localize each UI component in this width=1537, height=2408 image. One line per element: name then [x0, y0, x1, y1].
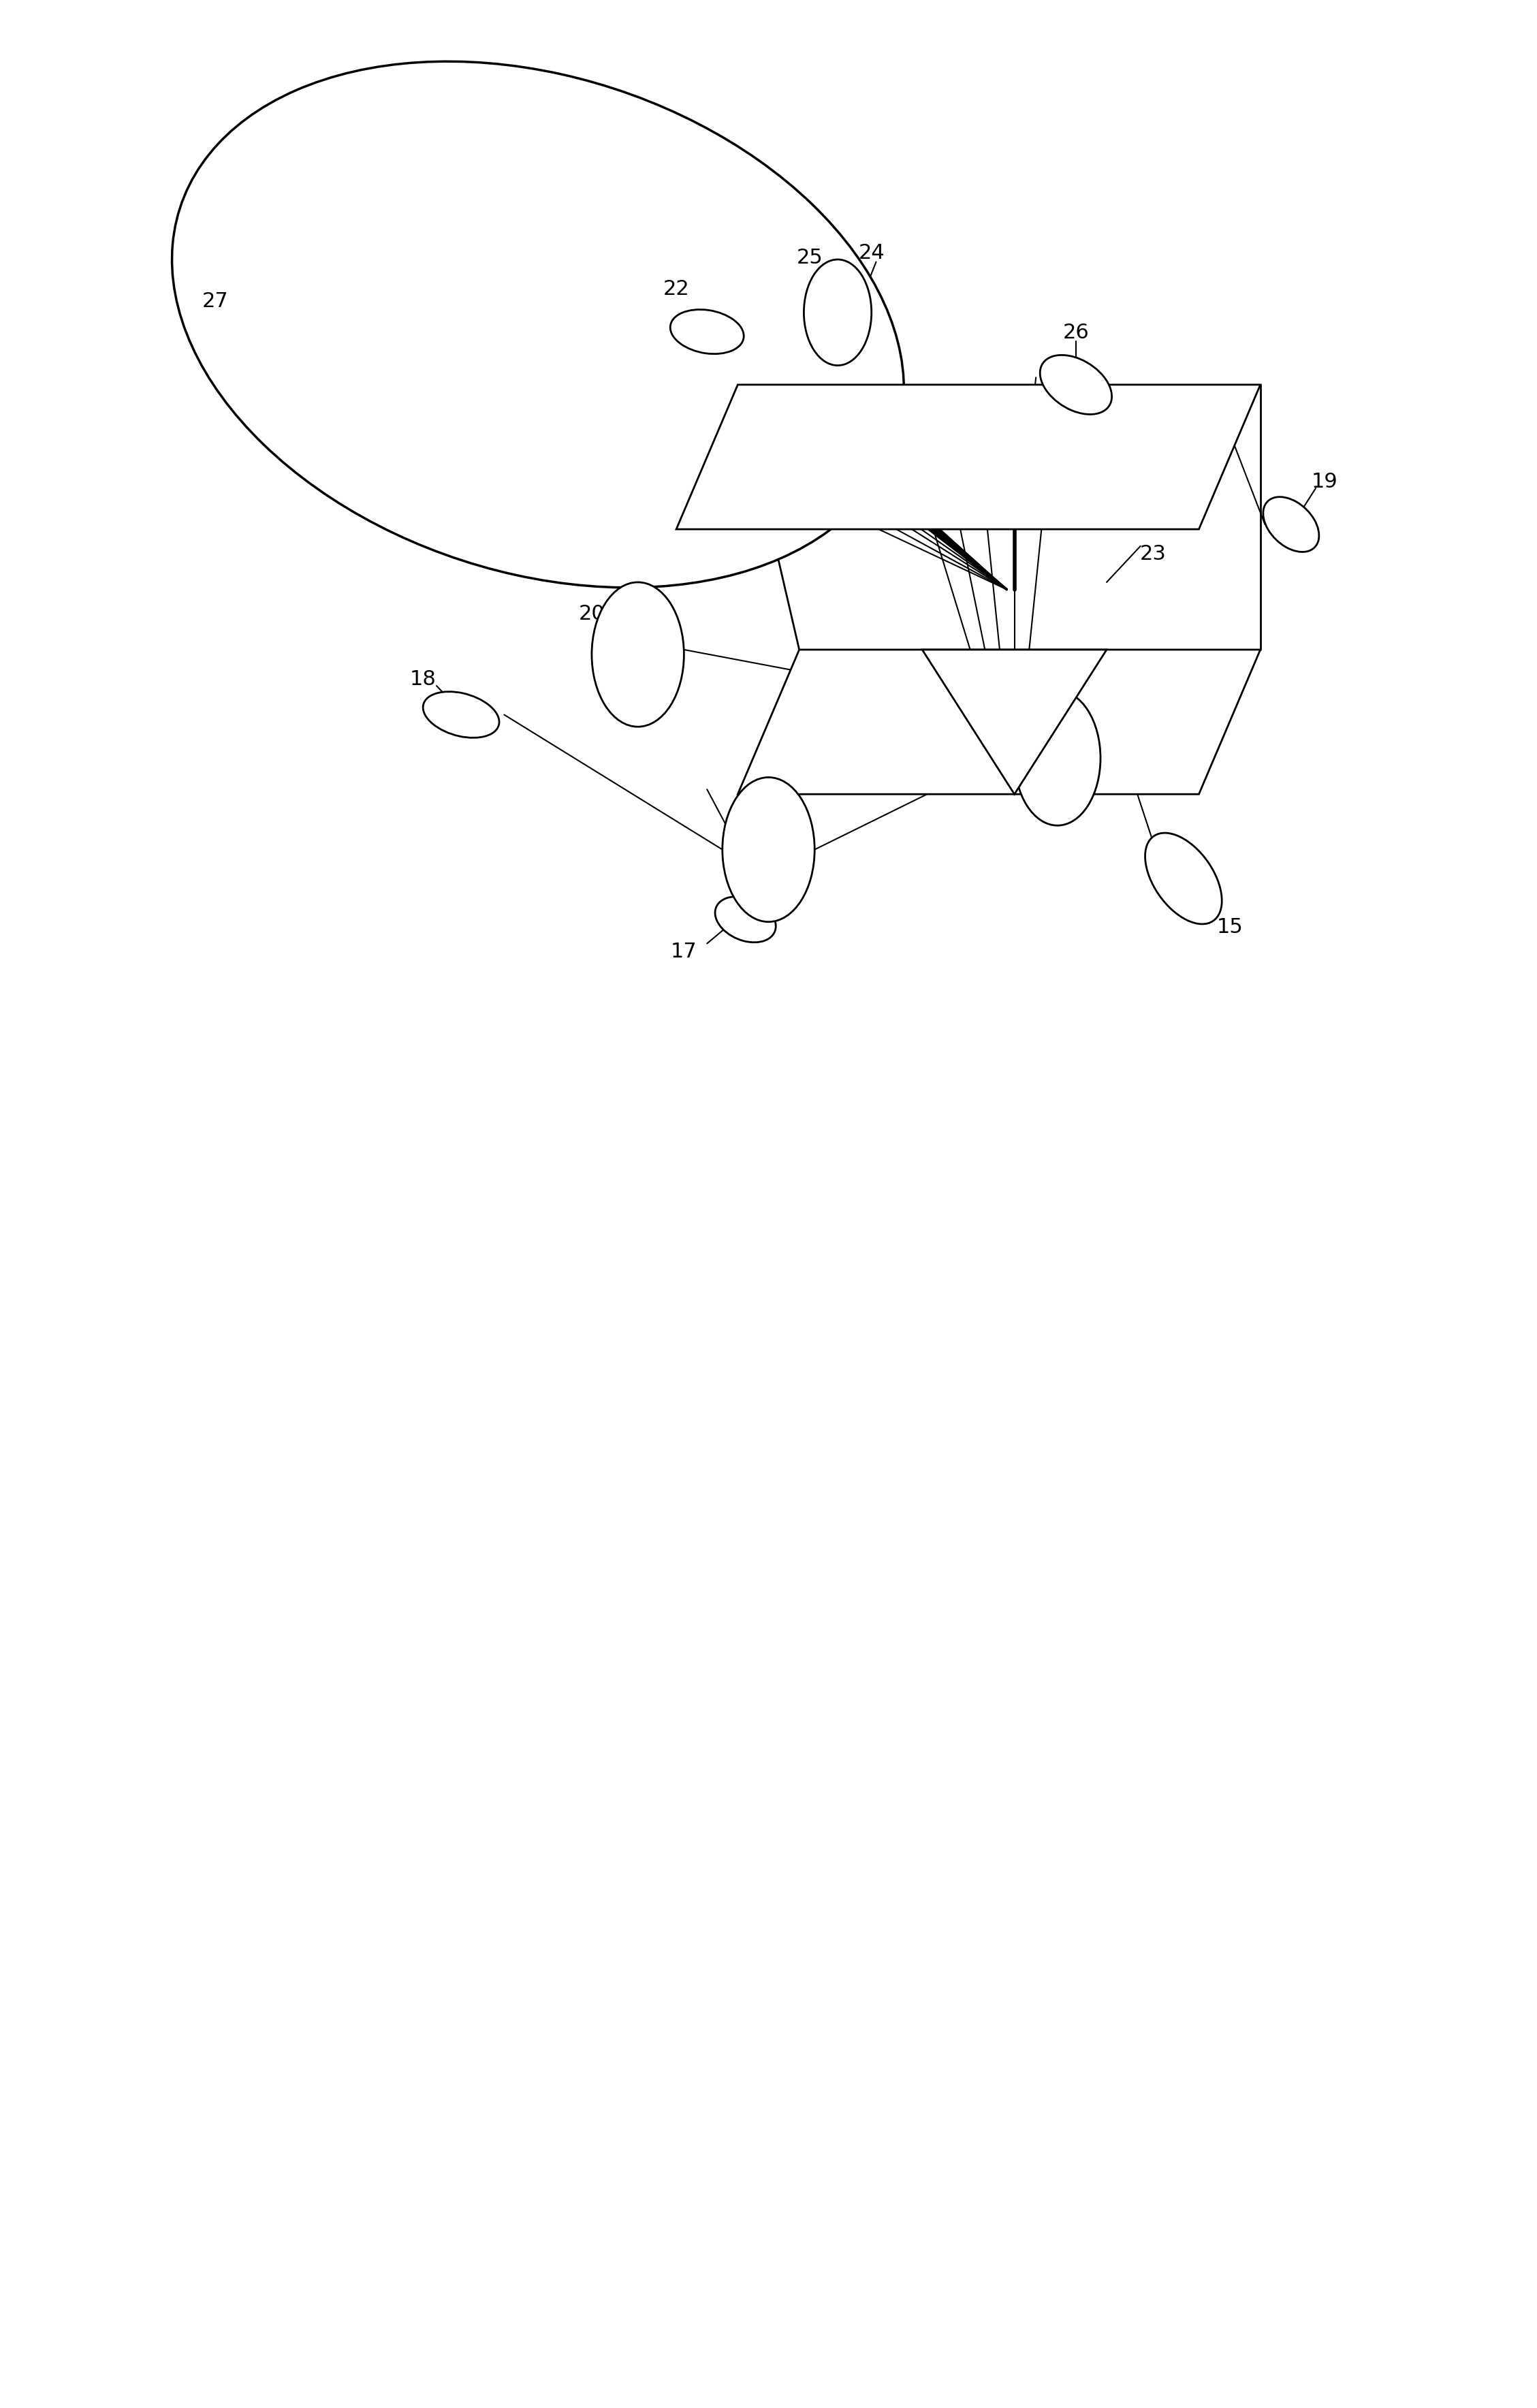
- Text: FIG.4: FIG.4: [1148, 657, 1250, 691]
- Text: 17: 17: [670, 942, 698, 961]
- Ellipse shape: [423, 691, 500, 739]
- Text: 19: 19: [1311, 472, 1339, 491]
- Polygon shape: [922, 650, 1107, 795]
- Text: 18: 18: [409, 669, 437, 689]
- Ellipse shape: [670, 311, 744, 354]
- Polygon shape: [738, 650, 1260, 795]
- Text: 15: 15: [1216, 917, 1243, 937]
- Text: 27: 27: [201, 291, 229, 311]
- Ellipse shape: [1263, 498, 1319, 551]
- Text: 24: 24: [858, 243, 885, 262]
- Text: 23: 23: [1139, 544, 1167, 563]
- Circle shape: [1014, 691, 1100, 826]
- Text: 16: 16: [747, 780, 775, 799]
- Circle shape: [722, 778, 815, 922]
- Circle shape: [804, 260, 871, 366]
- Text: 22: 22: [662, 279, 690, 299]
- Ellipse shape: [1041, 356, 1111, 414]
- Polygon shape: [676, 385, 1260, 530]
- Text: 26: 26: [1062, 323, 1090, 342]
- Ellipse shape: [1145, 833, 1222, 925]
- Text: 21: 21: [1100, 761, 1128, 780]
- Ellipse shape: [172, 63, 904, 588]
- Circle shape: [592, 583, 684, 727]
- Text: 25: 25: [796, 248, 824, 267]
- Ellipse shape: [715, 896, 776, 944]
- Text: 20: 20: [578, 604, 606, 624]
